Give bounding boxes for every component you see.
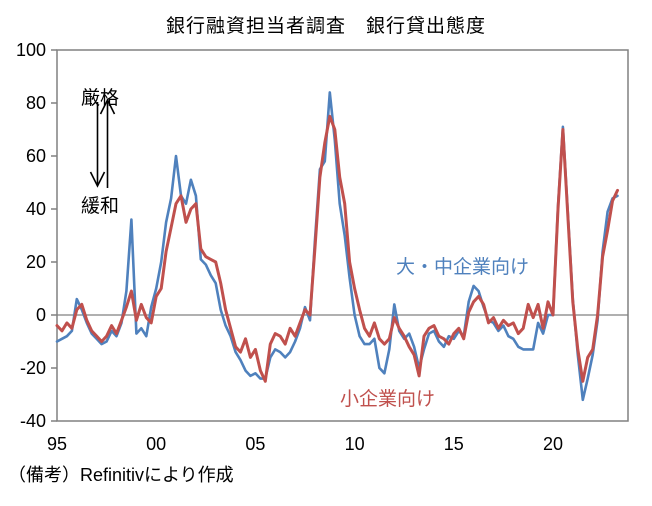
x-axis-label: 95 [47,434,67,454]
annotation-tighten-label: 厳格 [81,88,120,109]
y-axis-label: 60 [26,146,46,166]
chart-title: 銀行融資担当者調査 銀行貸出態度 [165,16,486,37]
plot-area [56,49,629,422]
y-axis-label: 20 [26,252,46,272]
x-axis-label: 10 [345,434,365,454]
series-line-large-medium-firms [55,91,619,402]
y-axis-label: -40 [20,411,46,431]
up-arrow-head-icon [99,98,116,115]
x-axis-label: 20 [543,434,563,454]
series-line-small-firms [55,114,619,383]
source-note: （備考）Refinitivにより作成 [8,465,234,485]
y-axis-label: 80 [26,93,46,113]
tighten-ease-arrows [89,98,116,188]
x-axis-label: 00 [146,434,166,454]
x-axis-label: 15 [444,434,464,454]
annotation-ease-label: 緩和 [81,196,120,217]
x-axis-label: 05 [245,434,265,454]
series-label-large-medium-firms: 大・中企業向け [396,257,530,278]
y-axis-label: 40 [26,199,46,219]
down-arrow-head-icon [89,171,106,188]
y-axis-label: -20 [20,358,46,378]
y-axis-label: 100 [16,40,46,60]
y-axis-label: 0 [36,305,46,325]
series-label-small-firms: 小企業向け [340,389,436,410]
